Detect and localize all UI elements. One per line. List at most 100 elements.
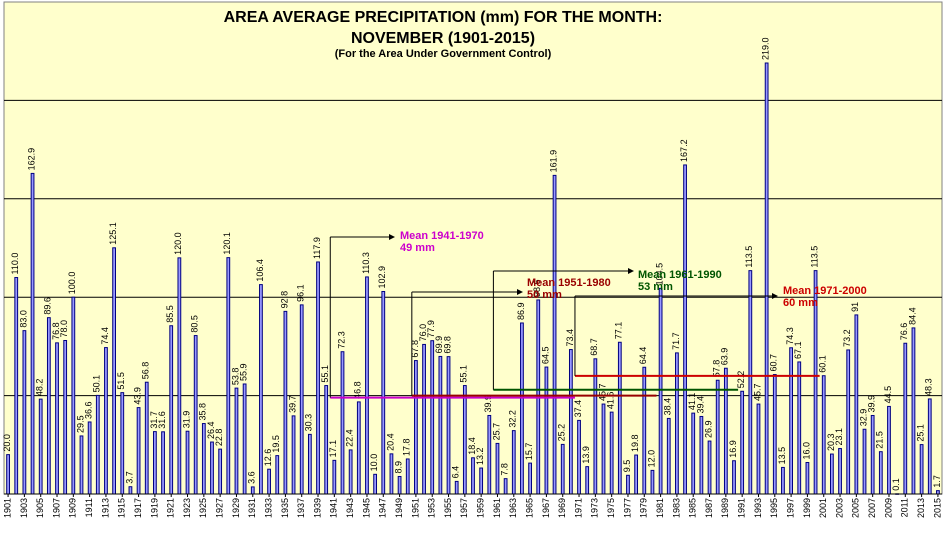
mean-1971-2000-label: Mean 1971-2000 60 mm: [783, 285, 867, 309]
bar-1943: [348, 449, 353, 495]
bar-1927: [218, 448, 223, 495]
x-tick-label-2003: 2003: [834, 498, 844, 518]
bar-1922: [177, 257, 182, 495]
bar-label-2014: 48.3: [924, 378, 934, 396]
bar-2009: [887, 405, 891, 495]
x-tick-label-1971: 1971: [573, 498, 583, 518]
bar-1935: [283, 310, 288, 495]
x-tick-label-1943: 1943: [345, 498, 355, 518]
x-tick-label-1981: 1981: [655, 498, 665, 518]
bar-1969: [560, 443, 565, 495]
x-tick-label-1915: 1915: [117, 498, 127, 518]
bar-1941: [332, 459, 337, 495]
bar-1979: [642, 366, 647, 495]
x-tick-label-1989: 1989: [720, 498, 730, 518]
bar-label-1963: 32.2: [508, 410, 518, 428]
bar-1917: [136, 407, 141, 495]
bar-1910: [79, 435, 84, 495]
bar-1981: [658, 287, 663, 495]
bar-label-1997: 74.3: [785, 327, 795, 345]
x-tick-label-1997: 1997: [785, 498, 795, 518]
bar-label-2009: 44.5: [883, 386, 893, 404]
bar-label-2005: 91: [850, 302, 860, 312]
mean-arrowhead-1941: [389, 234, 395, 240]
bar-1977: [626, 474, 630, 495]
x-tick-label-1941: 1941: [329, 498, 339, 518]
x-tick-label-1969: 1969: [557, 498, 567, 518]
bar-1933: [267, 468, 271, 495]
bar-label-2013: 25.1: [915, 424, 925, 442]
bar-label-1933: 12.6: [263, 449, 273, 467]
bar-label-2008: 21.5: [875, 431, 885, 449]
bar-1954: [438, 355, 443, 495]
bar-1924: [193, 335, 198, 495]
bar-label-1940: 55.1: [320, 365, 330, 383]
bar-1919: [153, 431, 157, 495]
x-tick-label-1975: 1975: [606, 498, 616, 518]
bar-label-1982: 38.4: [663, 398, 673, 416]
bar-1982: [666, 417, 671, 495]
bar-1980: [650, 469, 655, 495]
bar-label-1928: 120.1: [222, 232, 232, 255]
x-tick-label-1949: 1949: [394, 498, 404, 518]
x-tick-label-1999: 1999: [802, 498, 812, 518]
bar-1972: [585, 466, 590, 495]
x-tick-label-2011: 2011: [900, 498, 910, 517]
bar-1963: [511, 430, 516, 495]
bar-label-1903: 83.0: [18, 310, 28, 328]
bar-label-1929: 53.8: [230, 368, 240, 386]
bar-label-1949: 8.9: [393, 461, 403, 474]
bar-label-1988: 57.8: [712, 360, 722, 378]
bar-label-1979: 64.4: [638, 347, 648, 365]
bar-label-1989: 63.9: [720, 348, 730, 366]
bar-2013: [919, 444, 924, 495]
bar-1992: [748, 270, 753, 495]
x-tick-label-2015: 2015: [932, 498, 942, 518]
x-tick-label-1953: 1953: [427, 498, 437, 518]
bar-label-1961: 25.7: [491, 423, 501, 441]
bar-1944: [356, 401, 361, 495]
bar-1947: [381, 290, 386, 495]
bar-1921: [169, 325, 174, 495]
bar-1950: [405, 458, 410, 495]
bar-label-1986: 39.4: [695, 396, 705, 414]
bar-2008: [878, 451, 883, 495]
bar-1902: [14, 277, 19, 495]
x-tick-label-1955: 1955: [443, 498, 453, 518]
bar-1909: [71, 296, 76, 495]
bar-1906: [46, 317, 51, 495]
bar-1912: [95, 394, 100, 495]
bar-2005: [854, 314, 859, 495]
x-tick-label-1977: 1977: [622, 498, 632, 518]
bar-1983: [675, 352, 679, 495]
x-tick-label-1903: 1903: [19, 498, 29, 518]
bar-label-1931: 3.6: [247, 471, 257, 484]
bar-1989: [723, 367, 728, 495]
x-tick-label-1965: 1965: [524, 498, 534, 518]
bar-label-1960: 39.9: [483, 395, 493, 413]
bar-label-1965: 15.7: [524, 443, 534, 461]
mean-arrowhead-1961: [628, 268, 634, 274]
bar-label-1901: 20.0: [2, 434, 12, 452]
bar-1951: [414, 360, 418, 495]
bar-label-1992: 113.5: [744, 246, 754, 268]
bar-label-1907: 76.8: [51, 322, 61, 340]
bar-label-1972: 13.9: [581, 446, 591, 464]
bar-label-1915: 51.5: [116, 372, 126, 390]
bar-label-1916: 3.7: [124, 471, 134, 484]
bar-label-2004: 73.2: [842, 329, 852, 347]
bar-label-1987: 26.9: [703, 421, 713, 439]
bar-label-1922: 120.0: [173, 232, 183, 255]
bar-1920: [161, 431, 165, 495]
mean-1961-1990-period: Mean 1961-1990: [638, 269, 722, 281]
bar-label-1953: 77.9: [426, 320, 436, 338]
x-tick-label-1911: 1911: [84, 498, 94, 517]
bar-label-1941: 17.1: [328, 440, 338, 458]
bar-label-2002: 20.3: [826, 434, 836, 452]
mean-1941-1970-label: Mean 1941-1970 49 mm: [400, 230, 484, 254]
bar-label-1995: 60.7: [769, 354, 779, 372]
bar-2006: [862, 428, 867, 495]
x-tick-label-1947: 1947: [378, 498, 388, 518]
bar-1913: [104, 347, 108, 495]
bar-label-1906: 89.6: [43, 297, 53, 315]
